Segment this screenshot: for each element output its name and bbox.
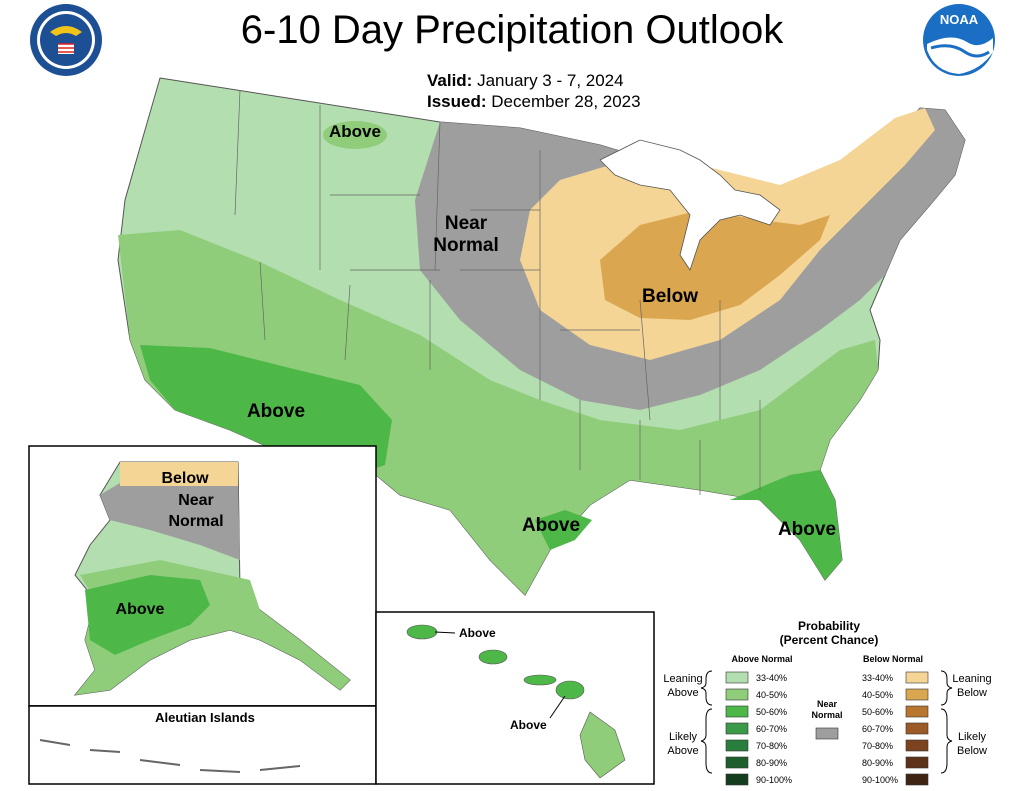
label-above-texas: Above: [522, 515, 580, 536]
valid-label: Valid:: [427, 71, 473, 90]
valid-value: January 3 - 7, 2024: [477, 71, 624, 90]
hawaii-oahu: [478, 649, 508, 665]
noaa-logo: NOAA: [923, 4, 995, 76]
issued-date: Issued: December 28, 2023: [427, 92, 641, 112]
legend-above-bin-label-6: 90-100%: [756, 775, 792, 785]
legend-likely-below-1: Likely: [958, 731, 987, 743]
legend-below-bin-label-4: 70-80%: [862, 741, 893, 751]
legend-subtitle: (Percent Chance): [780, 633, 879, 647]
legend-above-bin-label-1: 40-50%: [756, 690, 787, 700]
legend-above-bin-swatch-2: [725, 705, 749, 718]
alaska-below-region: [120, 462, 238, 486]
alaska-above-50-60-region: [85, 575, 210, 655]
legend-brace-likely-below: [940, 708, 953, 774]
legend-below-bin-swatch-2: [905, 705, 929, 718]
hawaii-inset: Above Above: [375, 611, 655, 785]
hi-label-above-1: Above: [459, 626, 496, 640]
legend-below-bin-swatch-4: [905, 739, 929, 752]
legend-leaning-above-2: Above: [667, 687, 698, 699]
label-above-southwest: Above: [247, 401, 305, 422]
ak-label-above: Above: [116, 601, 165, 618]
legend-below-swatches: 33-40% 40-50% 50-60% 60-70% 70-80% 80-90% 90-1…: [862, 671, 929, 786]
legend-below-bin-swatch-1: [905, 688, 929, 701]
legend-brace-leaning-below: [940, 670, 953, 706]
ak-label-normal: Normal: [168, 513, 223, 530]
hawaii-molokai: [523, 674, 557, 686]
hi-label-above-2: Above: [510, 718, 547, 732]
legend-below-bin-label-1: 40-50%: [862, 690, 893, 700]
alaska-inset: Below Near Normal Above Aleutian Islands: [28, 445, 377, 785]
above-40-50-north-region: [323, 121, 387, 149]
legend-brace-leaning-above: [700, 670, 713, 706]
legend-likely-above-2: Above: [667, 745, 698, 757]
label-below: Below: [642, 286, 698, 307]
noaa-wordmark: NOAA: [940, 12, 979, 27]
below-40-50-region: [600, 210, 830, 320]
label-near: Near: [445, 213, 488, 234]
state-borders: [234, 89, 761, 495]
legend-likely-below-2: Below: [957, 745, 987, 757]
legend-above-bin-swatch-1: [725, 688, 749, 701]
aleutian-label: Aleutian Islands: [155, 710, 255, 725]
legend-below-bin-swatch-0: [905, 671, 929, 684]
legend-below-bin-label-2: 50-60%: [862, 707, 893, 717]
legend-near-1: Near: [817, 699, 838, 709]
valid-dates: Valid: January 3 - 7, 2024: [427, 71, 624, 91]
legend-above-bin-swatch-6: [725, 773, 749, 786]
legend-near-normal-swatch: [815, 727, 839, 740]
map-title: 6-10 Day Precipitation Outlook: [240, 8, 784, 52]
legend-likely-above-1: Likely: [669, 731, 698, 743]
hawaii-big-island: [579, 711, 626, 779]
legend-above-bin-swatch-0: [725, 671, 749, 684]
ak-label-near: Near: [178, 492, 214, 509]
legend-below-bin-label-0: 33-40%: [862, 673, 893, 683]
legend-below-bin-label-3: 60-70%: [862, 724, 893, 734]
legend-below-bin-swatch-6: [905, 773, 929, 786]
aleutian-islands-shape: [39, 739, 301, 773]
legend-above-bin-label-0: 33-40%: [756, 673, 787, 683]
legend-near-2: Normal: [811, 710, 842, 720]
legend-title: Probability: [798, 619, 860, 633]
commerce-seal-logo: [30, 4, 102, 76]
legend-above-bin-swatch-5: [725, 756, 749, 769]
issued-label: Issued:: [427, 92, 487, 111]
legend-above-bin-label-5: 80-90%: [756, 758, 787, 768]
legend-below-bin-swatch-5: [905, 756, 929, 769]
label-above-florida: Above: [778, 519, 836, 540]
issued-value: December 28, 2023: [491, 92, 641, 111]
legend-leaning-below-2: Below: [957, 687, 987, 699]
legend-brace-likely-above: [700, 708, 713, 774]
above-50-60-southwest-region: [140, 345, 392, 475]
great-lakes: [599, 139, 781, 271]
legend-below-header: Below Normal: [863, 654, 923, 664]
legend-leaning-below-1: Leaning: [952, 673, 991, 685]
above-40-50-region: [118, 230, 878, 595]
legend-above-bin-swatch-3: [725, 722, 749, 735]
legend-above-swatches: 33-40% 40-50% 50-60% 60-70% 70-80% 80-90% 90-1…: [725, 671, 792, 786]
legend-leaning-above-1: Leaning: [663, 673, 702, 685]
legend-below-bin-swatch-3: [905, 722, 929, 735]
legend-below-bin-label-6: 90-100%: [862, 775, 898, 785]
label-above-north: Above: [329, 122, 381, 141]
legend-above-bin-label-3: 60-70%: [756, 724, 787, 734]
hawaii-maui: [555, 680, 585, 700]
above-50-60-florida-region: [730, 470, 842, 580]
above-50-60-texas-region: [535, 510, 592, 550]
legend-above-bin-swatch-4: [725, 739, 749, 752]
legend-below-bin-label-5: 80-90%: [862, 758, 893, 768]
probability-legend: Probability (Percent Chance) Above Norma…: [663, 619, 992, 786]
legend-above-header: Above Normal: [731, 654, 792, 664]
hawaii-kauai: [406, 624, 438, 640]
alaska-near-normal-region: [100, 483, 240, 560]
legend-above-bin-label-4: 70-80%: [756, 741, 787, 751]
label-normal: Normal: [433, 235, 498, 256]
ak-label-below: Below: [161, 470, 209, 487]
legend-above-bin-label-2: 50-60%: [756, 707, 787, 717]
